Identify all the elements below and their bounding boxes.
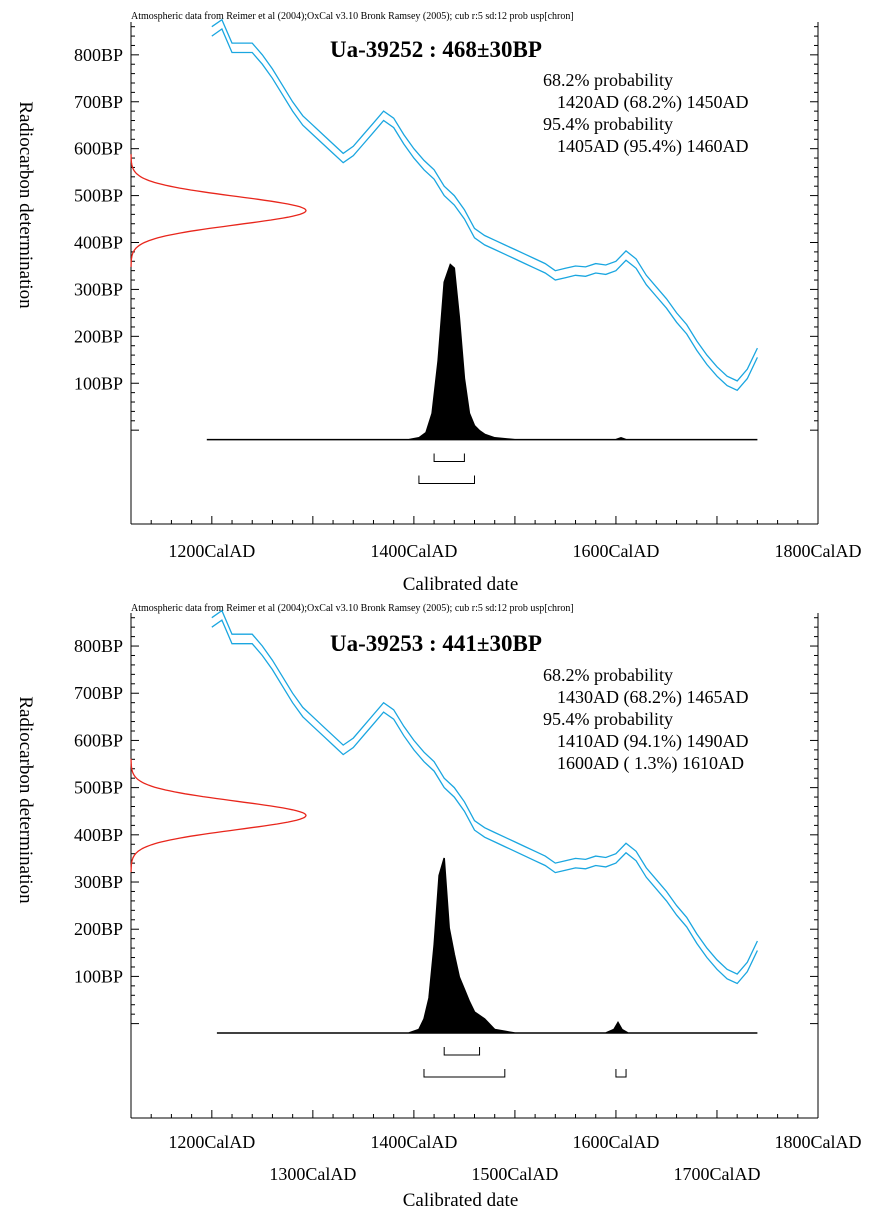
- calibration-curve-lower: [211, 619, 758, 985]
- y-tick-label: 500BP: [74, 186, 123, 206]
- y-tick-label: 700BP: [74, 92, 123, 112]
- panel-1: Atmospheric data from Reimer et al (2004…: [15, 11, 862, 595]
- x-tick-label: 1800CalAD: [775, 541, 862, 561]
- range-68-bracket: [433, 453, 465, 463]
- y-tick-label: 800BP: [74, 636, 123, 656]
- x-tick-label: 1200CalAD: [168, 541, 255, 561]
- probability-line: 68.2% probability: [543, 70, 673, 90]
- x-tick-label: 1400CalAD: [370, 541, 457, 561]
- posterior-distribution: [206, 263, 758, 441]
- probability-line: 1405AD (95.4%) 1460AD: [557, 136, 748, 157]
- y-tick-label: 300BP: [74, 872, 123, 892]
- atmospheric-data-header: Atmospheric data from Reimer et al (2004…: [131, 11, 574, 22]
- y-tick-label: 400BP: [74, 233, 123, 253]
- x-axis-title: Calibrated date: [403, 574, 519, 595]
- range-68-bracket: [443, 1047, 481, 1056]
- y-axis-title: Radiocarbon determination: [15, 101, 36, 309]
- y-tick-label: 100BP: [74, 966, 123, 986]
- atmospheric-data-header: Atmospheric data from Reimer et al (2004…: [131, 603, 574, 614]
- sample-title: Ua-39252 : 468±30BP: [330, 37, 542, 62]
- y-tick-label: 700BP: [74, 683, 123, 703]
- probability-line: 1430AD (68.2%) 1465AD: [557, 687, 748, 708]
- probability-line: 95.4% probability: [543, 114, 673, 134]
- posterior-distribution: [216, 857, 758, 1034]
- panel-2: Atmospheric data from Reimer et al (2004…: [15, 603, 862, 1209]
- calibration-curve-lower: [211, 28, 758, 392]
- probability-line: 1600AD ( 1.3%) 1610AD: [557, 753, 744, 774]
- calibration-curve-upper: [211, 18, 758, 382]
- y-axis-title: Radiocarbon determination: [15, 696, 36, 904]
- probability-line: 95.4% probability: [543, 709, 673, 729]
- x-tick-label: 1700CalAD: [673, 1164, 760, 1184]
- range-95-bracket: [423, 1069, 506, 1078]
- x-tick-label: 1800CalAD: [775, 1132, 862, 1152]
- range-95-bracket: [418, 475, 475, 485]
- probability-line: 1410AD (94.1%) 1490AD: [557, 731, 748, 752]
- x-tick-label: 1500CalAD: [471, 1164, 558, 1184]
- y-tick-label: 600BP: [74, 730, 123, 750]
- probability-line: 68.2% probability: [543, 665, 673, 685]
- y-tick-label: 600BP: [74, 139, 123, 159]
- range-95-bracket: [615, 1069, 627, 1078]
- y-tick-label: 200BP: [74, 326, 123, 346]
- x-tick-label: 1400CalAD: [370, 1132, 457, 1152]
- measurement-distribution: [130, 154, 307, 267]
- x-tick-label: 1600CalAD: [572, 541, 659, 561]
- y-tick-label: 100BP: [74, 373, 123, 393]
- y-tick-label: 500BP: [74, 778, 123, 798]
- y-tick-label: 800BP: [74, 45, 123, 65]
- x-axis-title: Calibrated date: [403, 1190, 519, 1209]
- y-tick-label: 300BP: [74, 279, 123, 299]
- calibration-curve-upper: [211, 609, 758, 975]
- sample-title: Ua-39253 : 441±30BP: [330, 631, 542, 656]
- y-tick-label: 200BP: [74, 919, 123, 939]
- x-tick-label: 1600CalAD: [572, 1132, 659, 1152]
- x-tick-label: 1200CalAD: [168, 1132, 255, 1152]
- y-tick-label: 400BP: [74, 825, 123, 845]
- x-tick-label: 1300CalAD: [269, 1164, 356, 1184]
- measurement-distribution: [130, 758, 307, 873]
- probability-line: 1420AD (68.2%) 1450AD: [557, 92, 748, 113]
